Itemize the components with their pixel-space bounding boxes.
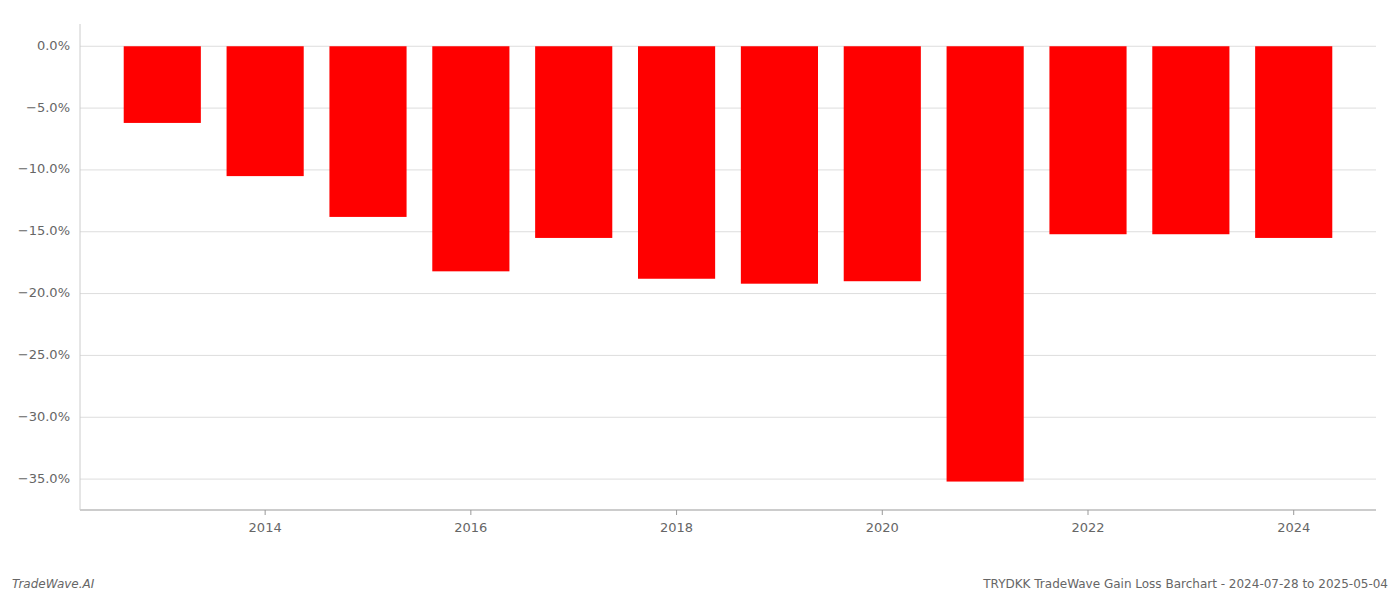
bar (535, 46, 612, 238)
x-axis-line (80, 509, 1376, 510)
bar (1049, 46, 1126, 234)
x-tick (470, 510, 471, 515)
x-tick-label: 2018 (660, 520, 693, 535)
x-tick-label: 2020 (866, 520, 899, 535)
y-tick-label: −5.0% (26, 100, 70, 115)
x-tick-labels: 2014 2016 2018 2020 2022 2024 (249, 510, 1311, 535)
x-tick-label: 2024 (1277, 520, 1310, 535)
y-tick-label: −20.0% (18, 285, 70, 300)
y-axis-line (80, 24, 81, 510)
grid-line (80, 293, 1376, 294)
bar (741, 46, 818, 283)
bars (124, 46, 1333, 481)
y-tick-label: −10.0% (18, 161, 70, 176)
bar (638, 46, 715, 278)
y-tick-label: −30.0% (18, 409, 70, 424)
bar (124, 46, 201, 123)
x-tick (882, 510, 883, 515)
x-tick (265, 510, 266, 515)
y-grid (80, 46, 1376, 479)
bar (1255, 46, 1332, 238)
y-tick-label: −25.0% (18, 347, 70, 362)
title: TRYDKK TradeWave Gain Loss Barchart - 20… (982, 577, 1388, 591)
bar (947, 46, 1024, 481)
grid-line (80, 355, 1376, 356)
x-tick (1088, 510, 1089, 515)
chart: 0.0% −5.0% −10.0% −15.0% −20.0% −25.0% −30.0% −… (0, 0, 1400, 600)
bar (844, 46, 921, 281)
y-tick-label: 0.0% (37, 38, 70, 53)
x-tick-label: 2016 (454, 520, 487, 535)
bar (432, 46, 509, 271)
y-tick-label: −35.0% (18, 471, 70, 486)
grid-line (80, 479, 1376, 480)
y-tick-labels: 0.0% −5.0% −10.0% −15.0% −20.0% −25.0% −30.0% −… (18, 38, 70, 486)
watermark: TradeWave.AI (12, 577, 95, 591)
x-tick (1293, 510, 1294, 515)
grid-line (80, 417, 1376, 418)
x-tick-label: 2022 (1071, 520, 1104, 535)
x-tick-label: 2014 (249, 520, 282, 535)
y-tick-label: −15.0% (18, 223, 70, 238)
x-tick (676, 510, 677, 515)
bar (329, 46, 406, 217)
bar (1152, 46, 1229, 234)
bar (227, 46, 304, 176)
